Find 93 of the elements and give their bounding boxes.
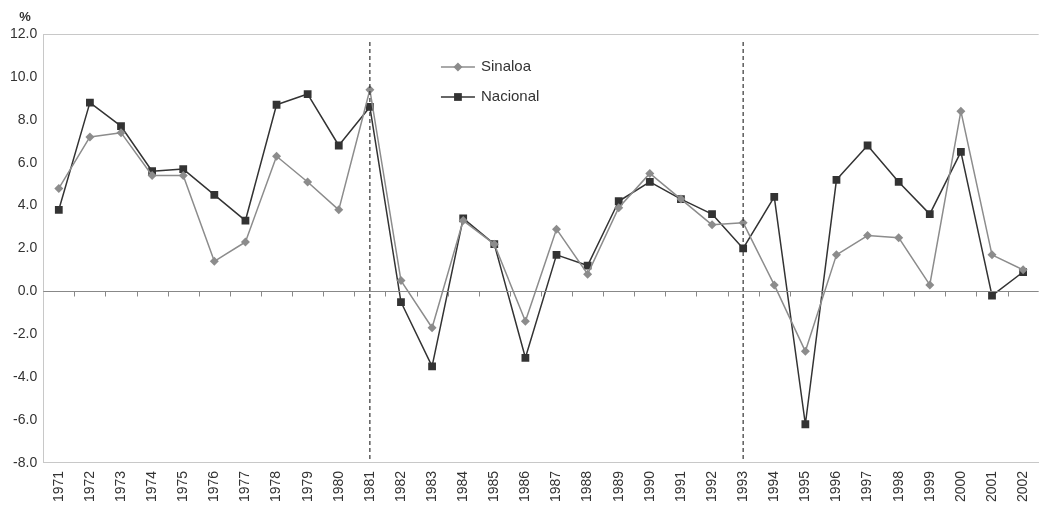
y-tick-label: -8.0 <box>13 453 38 470</box>
x-tick-label: 1995 <box>796 470 813 503</box>
y-tick-label: -6.0 <box>13 410 38 427</box>
point <box>552 250 561 259</box>
point <box>521 353 530 362</box>
x-tick-label: 1998 <box>889 470 906 503</box>
point <box>707 220 717 230</box>
point <box>552 224 562 234</box>
x-tick-label: 1992 <box>702 470 719 503</box>
point <box>272 100 281 109</box>
point <box>54 205 63 214</box>
x-tick-label: 1994 <box>765 470 782 503</box>
point <box>770 193 779 201</box>
x-tick-label: 2001 <box>982 470 999 503</box>
point <box>240 237 250 247</box>
point <box>179 165 188 173</box>
point <box>583 269 593 279</box>
point <box>894 178 903 186</box>
point <box>801 420 810 429</box>
x-tick-label: 1983 <box>422 470 439 503</box>
x-tick-label: 1988 <box>578 470 595 503</box>
point <box>178 171 188 181</box>
y-tick-label: 6.0 <box>17 153 38 170</box>
point <box>769 280 779 290</box>
x-tick-label: 1981 <box>360 470 377 503</box>
y-tick-label: -4.0 <box>13 367 38 384</box>
point <box>334 141 343 150</box>
point <box>117 122 125 131</box>
point <box>832 175 841 184</box>
x-tick-label: 1972 <box>80 470 97 503</box>
x-tick-label: 1999 <box>920 470 937 503</box>
x-tick-label: 1979 <box>298 470 315 503</box>
point <box>863 231 873 241</box>
point <box>303 177 313 187</box>
y-axis-title: % <box>19 8 32 24</box>
x-tick-label: 1987 <box>547 470 564 503</box>
x-tick-label: 1977 <box>236 470 253 503</box>
point <box>645 168 655 178</box>
point <box>54 183 64 193</box>
point <box>396 276 406 286</box>
point <box>272 151 282 161</box>
point <box>894 233 904 243</box>
x-tick-label: 1986 <box>516 470 533 503</box>
x-tick-label: 1989 <box>609 470 626 503</box>
point <box>303 90 312 98</box>
x-tick-label: 1978 <box>267 470 284 503</box>
point <box>831 250 841 260</box>
y-tick-label: 12.0 <box>10 24 38 41</box>
point <box>427 323 437 333</box>
x-tick-label: 1971 <box>49 470 66 503</box>
point <box>397 298 405 306</box>
point <box>209 256 219 266</box>
x-tick-label: 1991 <box>671 470 688 503</box>
point <box>147 171 157 181</box>
y-tick-label: 10.0 <box>10 67 38 84</box>
point <box>85 132 95 142</box>
point <box>210 190 219 199</box>
x-tick-label: 1982 <box>391 470 408 503</box>
x-tick-label: 1980 <box>329 470 346 503</box>
point <box>708 210 716 219</box>
point <box>925 210 934 219</box>
point <box>334 205 344 215</box>
x-tick-label: 1997 <box>858 470 875 503</box>
legend-label: Nacional <box>480 87 540 105</box>
y-tick-label: 2.0 <box>17 239 38 256</box>
x-tick-label: 1974 <box>142 470 159 503</box>
point <box>957 148 965 156</box>
x-tick-label: 1984 <box>454 470 471 503</box>
x-tick-label: 1976 <box>205 470 222 503</box>
point <box>86 98 94 107</box>
x-tick-label: 2002 <box>1013 470 1030 503</box>
x-tick-label: 1996 <box>827 470 844 503</box>
point <box>987 250 997 260</box>
point <box>614 203 624 213</box>
x-tick-label: 1990 <box>640 470 657 503</box>
point <box>925 280 935 290</box>
y-tick-label: 0.0 <box>17 282 38 299</box>
point <box>956 106 966 116</box>
point <box>116 128 126 138</box>
x-tick-label: 1973 <box>111 470 128 503</box>
x-tick-label: 1993 <box>734 470 751 503</box>
y-tick-label: 4.0 <box>17 196 38 213</box>
point <box>645 178 654 186</box>
x-tick-label: 2000 <box>951 470 968 503</box>
legend-label: Sinaloa <box>480 57 532 75</box>
point <box>520 316 530 326</box>
point <box>428 362 436 371</box>
x-tick-label: 1985 <box>485 470 502 503</box>
point <box>800 346 810 356</box>
point <box>988 291 996 300</box>
x-tick-label: 1975 <box>174 470 191 503</box>
y-tick-label: 8.0 <box>17 110 38 127</box>
y-tick-label: -2.0 <box>13 325 38 342</box>
